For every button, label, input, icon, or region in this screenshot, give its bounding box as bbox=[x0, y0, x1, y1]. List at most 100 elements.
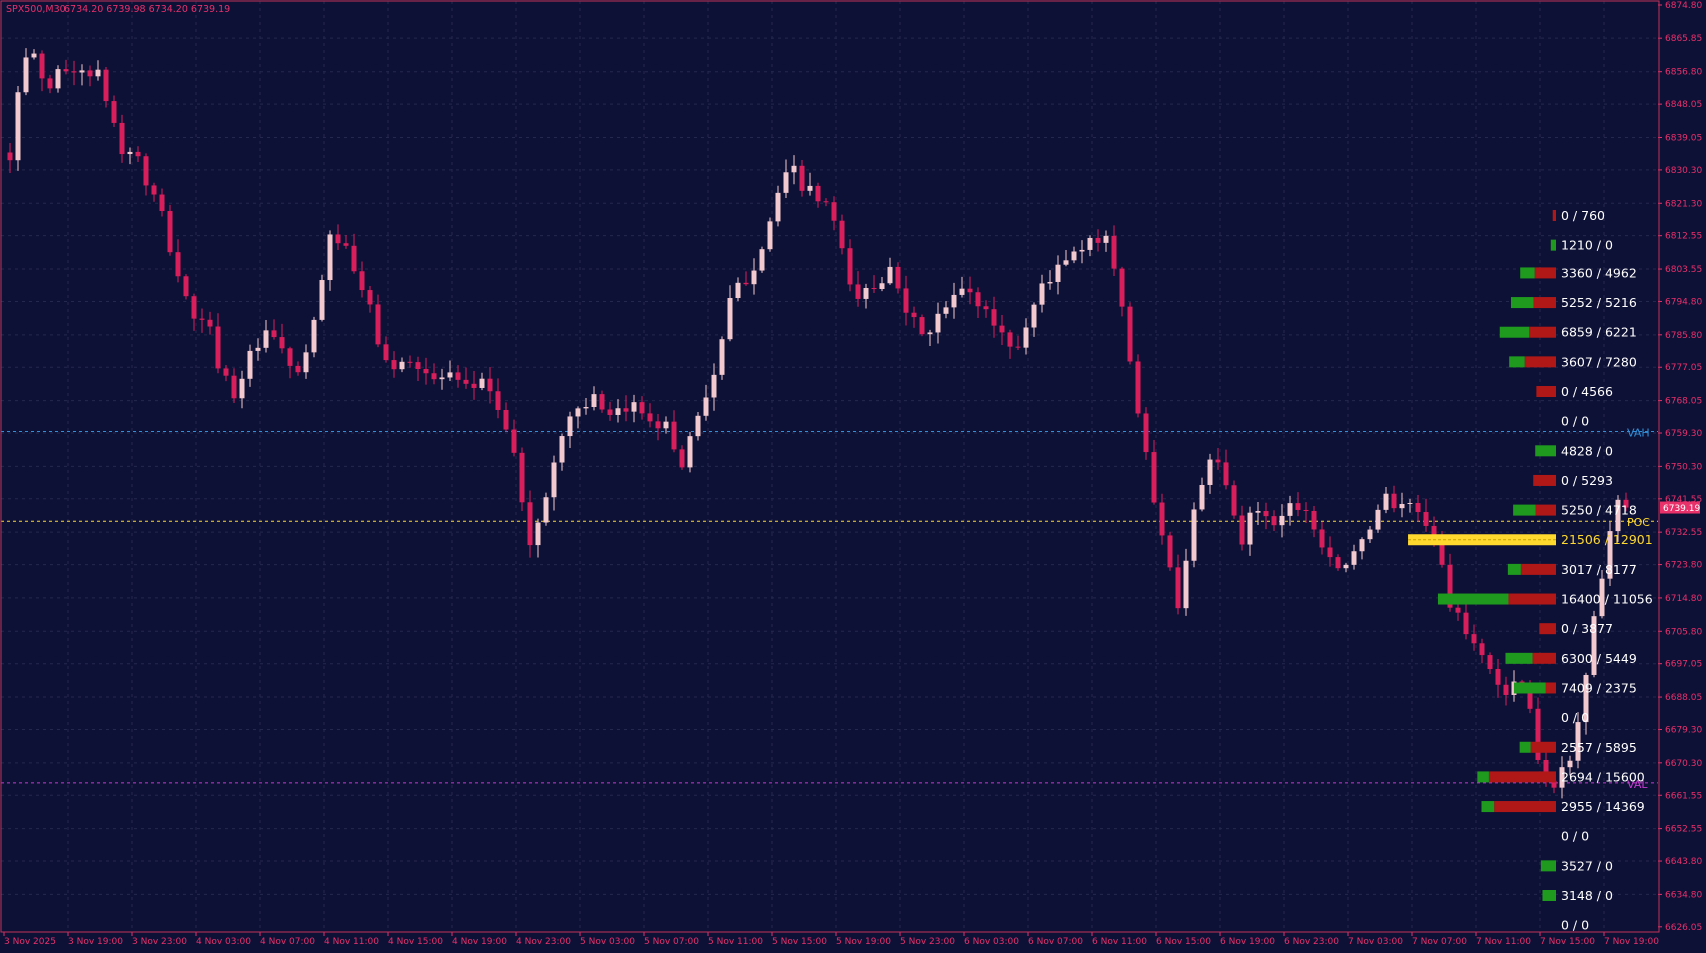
candle[interactable] bbox=[759, 246, 765, 273]
candle[interactable] bbox=[839, 214, 845, 255]
candle[interactable] bbox=[191, 293, 197, 331]
candle[interactable] bbox=[503, 402, 509, 432]
candle[interactable] bbox=[279, 323, 285, 354]
candle[interactable] bbox=[903, 275, 909, 326]
candle[interactable] bbox=[295, 361, 301, 376]
candle[interactable] bbox=[647, 403, 653, 428]
candle[interactable] bbox=[319, 274, 325, 322]
candle[interactable] bbox=[423, 357, 429, 385]
candle[interactable] bbox=[879, 276, 885, 292]
candle[interactable] bbox=[1335, 554, 1341, 571]
candle[interactable] bbox=[711, 363, 717, 411]
candle[interactable] bbox=[1223, 449, 1229, 490]
candle[interactable] bbox=[79, 64, 85, 86]
candle[interactable] bbox=[1047, 270, 1053, 290]
candle[interactable] bbox=[119, 114, 125, 163]
candle[interactable] bbox=[1487, 652, 1493, 675]
candle[interactable] bbox=[543, 492, 549, 526]
candle[interactable] bbox=[455, 365, 461, 388]
candle[interactable] bbox=[303, 344, 309, 379]
candle[interactable] bbox=[95, 60, 101, 81]
candle[interactable] bbox=[831, 196, 837, 231]
candle[interactable] bbox=[1479, 638, 1485, 664]
candle[interactable] bbox=[591, 386, 597, 411]
candle[interactable] bbox=[927, 329, 933, 346]
candle[interactable] bbox=[775, 185, 781, 227]
candle[interactable] bbox=[1167, 531, 1173, 571]
candle[interactable] bbox=[135, 146, 141, 163]
candle[interactable] bbox=[855, 271, 861, 307]
candle[interactable] bbox=[1255, 501, 1261, 525]
candle[interactable] bbox=[367, 286, 373, 313]
candle[interactable] bbox=[1367, 526, 1373, 544]
candle[interactable] bbox=[1063, 249, 1069, 267]
candle[interactable] bbox=[719, 336, 725, 380]
candle[interactable] bbox=[1103, 230, 1109, 252]
candle[interactable] bbox=[1031, 302, 1037, 337]
candle[interactable] bbox=[975, 287, 981, 318]
candle[interactable] bbox=[247, 344, 253, 387]
candle[interactable] bbox=[583, 398, 589, 415]
candle[interactable] bbox=[1567, 755, 1573, 776]
candle[interactable] bbox=[1359, 537, 1365, 560]
candle[interactable] bbox=[967, 276, 973, 305]
candle[interactable] bbox=[991, 296, 997, 338]
candle[interactable] bbox=[1271, 510, 1277, 532]
candle[interactable] bbox=[343, 235, 349, 249]
candle[interactable] bbox=[1183, 548, 1189, 616]
candle[interactable] bbox=[231, 368, 237, 403]
candle[interactable] bbox=[1231, 480, 1237, 519]
candle[interactable] bbox=[263, 319, 269, 353]
candle[interactable] bbox=[983, 300, 989, 318]
candle[interactable] bbox=[215, 313, 221, 374]
candle[interactable] bbox=[1599, 569, 1605, 619]
candle[interactable] bbox=[631, 394, 637, 423]
candle[interactable] bbox=[1375, 504, 1381, 533]
candle[interactable] bbox=[1311, 506, 1317, 538]
candle[interactable] bbox=[1591, 610, 1597, 678]
candle[interactable] bbox=[391, 351, 397, 378]
candle[interactable] bbox=[519, 447, 525, 511]
candle[interactable] bbox=[103, 67, 109, 108]
candle[interactable] bbox=[1351, 544, 1357, 570]
candle[interactable] bbox=[1247, 506, 1253, 556]
candles[interactable] bbox=[7, 48, 1629, 799]
candle[interactable] bbox=[7, 142, 13, 173]
candle[interactable] bbox=[1175, 554, 1181, 615]
candle[interactable] bbox=[1215, 448, 1221, 470]
candle[interactable] bbox=[607, 401, 613, 421]
candle[interactable] bbox=[399, 357, 405, 373]
candle[interactable] bbox=[551, 455, 557, 511]
candle[interactable] bbox=[703, 384, 709, 421]
candle[interactable] bbox=[1119, 266, 1125, 317]
candle[interactable] bbox=[1095, 229, 1101, 252]
candle[interactable] bbox=[511, 419, 517, 457]
candle[interactable] bbox=[71, 60, 77, 86]
candle[interactable] bbox=[535, 518, 541, 558]
candle[interactable] bbox=[1015, 335, 1021, 351]
candle[interactable] bbox=[815, 182, 821, 208]
candle[interactable] bbox=[111, 95, 117, 127]
candle[interactable] bbox=[567, 411, 573, 449]
candle[interactable] bbox=[999, 314, 1005, 346]
candle[interactable] bbox=[255, 338, 261, 361]
candle[interactable] bbox=[863, 283, 869, 309]
candle[interactable] bbox=[1495, 659, 1501, 698]
candle[interactable] bbox=[439, 368, 445, 390]
candle[interactable] bbox=[1263, 502, 1269, 530]
candle[interactable] bbox=[1151, 439, 1157, 505]
candle[interactable] bbox=[1623, 492, 1629, 512]
candle[interactable] bbox=[1079, 240, 1085, 264]
candle[interactable] bbox=[623, 395, 629, 422]
candle[interactable] bbox=[55, 65, 61, 93]
candle[interactable] bbox=[1039, 274, 1045, 313]
candle[interactable] bbox=[823, 198, 829, 207]
candle[interactable] bbox=[1407, 498, 1413, 513]
candle[interactable] bbox=[151, 182, 157, 202]
candle[interactable] bbox=[1583, 672, 1589, 735]
candle[interactable] bbox=[791, 155, 797, 185]
candle[interactable] bbox=[495, 378, 501, 419]
candle[interactable] bbox=[1143, 407, 1149, 460]
candle[interactable] bbox=[1295, 492, 1301, 517]
